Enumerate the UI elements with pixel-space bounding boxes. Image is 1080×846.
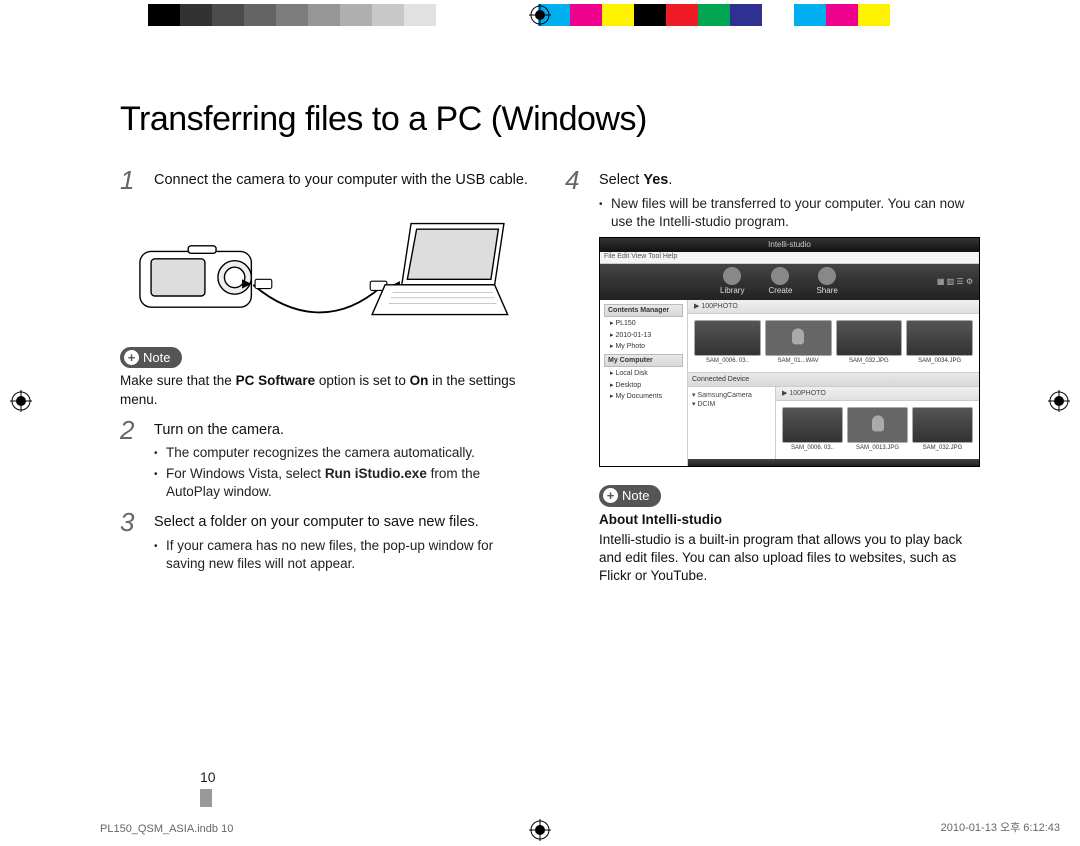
ss-side-header: Contents Manager (604, 304, 683, 317)
note-2: + Note About Intelli-studio Intelli-stud… (599, 485, 980, 586)
step-4: 4 Select Yes. New files will be transfer… (565, 167, 980, 594)
right-column: 4 Select Yes. New files will be transfer… (565, 167, 980, 600)
ss-side-header: My Computer (604, 354, 683, 367)
step-2-bullets: The computer recognizes the camera autom… (154, 444, 535, 501)
note-2-text: Intelli-studio is a built-in program tha… (599, 531, 980, 586)
note-2-subtitle: About Intelli-studio (599, 511, 980, 529)
note-1-text: Make sure that the PC Software option is… (120, 372, 535, 408)
note-1: + Note Make sure that the PC Software op… (120, 347, 535, 409)
ss-bottom-header: ▶ 100PHOTO (782, 389, 826, 398)
intelli-studio-screenshot: Intelli-studio File Edit View Tool Help … (599, 237, 980, 467)
note-badge: + Note (120, 347, 182, 369)
ss-tab: Library (720, 267, 744, 297)
step-4-text: Select Yes. (599, 171, 980, 191)
registration-mark-left (10, 390, 32, 412)
ss-tabs: Library Create Share ▦ ▥ ☰ ⚙ (600, 264, 979, 300)
ss-thumbnails: SAM_0006. 03..SAM_01...WAVSAM_032.JPGSAM… (688, 314, 979, 371)
ss-body: Contents Manager ▸ PL150▸ 2010-01-13▸ My… (600, 300, 979, 466)
footer-filename: PL150_QSM_ASIA.indb 10 (100, 823, 233, 835)
note-label: Note (143, 349, 170, 367)
note-label: Note (622, 487, 649, 505)
page-title: Transferring files to a PC (Windows) (120, 100, 980, 139)
ss-menubar: File Edit View Tool Help (600, 252, 979, 264)
columns: 1 Connect the camera to your computer wi… (120, 167, 980, 600)
footer-timestamp: 2010-01-13 오후 6:12:43 (941, 819, 1060, 835)
note-badge: + Note (599, 485, 661, 507)
registration-mark-bottom (529, 819, 551, 841)
ss-thumbnails-bottom: SAM_0006. 03..SAM_0013.JPGSAM_032.JPG (776, 401, 979, 458)
ss-connected-header: Connected Device (688, 373, 979, 387)
plus-icon: + (124, 350, 139, 365)
page-number: 10 (200, 769, 216, 785)
ss-main-header: ▶ 100PHOTO (694, 302, 738, 311)
ss-toolbar-icons: ▦ ▥ ☰ ⚙ (937, 277, 979, 288)
ss-footer-bar (688, 459, 979, 467)
ss-tab: Create (768, 267, 792, 297)
registration-mark-right (1048, 390, 1070, 412)
ss-sidebar: Contents Manager ▸ PL150▸ 2010-01-13▸ My… (600, 300, 688, 466)
step-number: 1 (120, 167, 144, 195)
step-4-bullets: New files will be transferred to your co… (599, 195, 980, 231)
step-number: 3 (120, 509, 144, 575)
step-3-bullets: If your camera has no new files, the pop… (154, 537, 535, 573)
ss-tab: Share (816, 267, 837, 297)
step-number: 4 (565, 167, 589, 594)
step-3: 3 Select a folder on your computer to sa… (120, 509, 535, 575)
plus-icon: + (603, 488, 618, 503)
ss-main: ▶ 100PHOTO SAM_0006. 03..SAM_01...WAVSAM… (688, 300, 979, 466)
step-1-text: Connect the camera to your computer with… (154, 171, 535, 191)
step-2-text: Turn on the camera. (154, 421, 535, 441)
step-2: 2 Turn on the camera. The computer recog… (120, 417, 535, 503)
page-number-bar (200, 789, 212, 807)
ss-connected-tree: ▾ SamsungCamera▾ DCIM (688, 387, 776, 459)
step-number: 2 (120, 417, 144, 503)
step-3-text: Select a folder on your computer to save… (154, 513, 535, 533)
step-1: 1 Connect the camera to your computer wi… (120, 167, 535, 195)
ss-titlebar: Intelli-studio (600, 238, 979, 252)
camera-usb-laptop-illustration (120, 205, 535, 335)
page-content: Transferring files to a PC (Windows) 1 C… (120, 100, 980, 600)
registration-mark-top (529, 4, 551, 26)
left-column: 1 Connect the camera to your computer wi… (120, 167, 535, 600)
